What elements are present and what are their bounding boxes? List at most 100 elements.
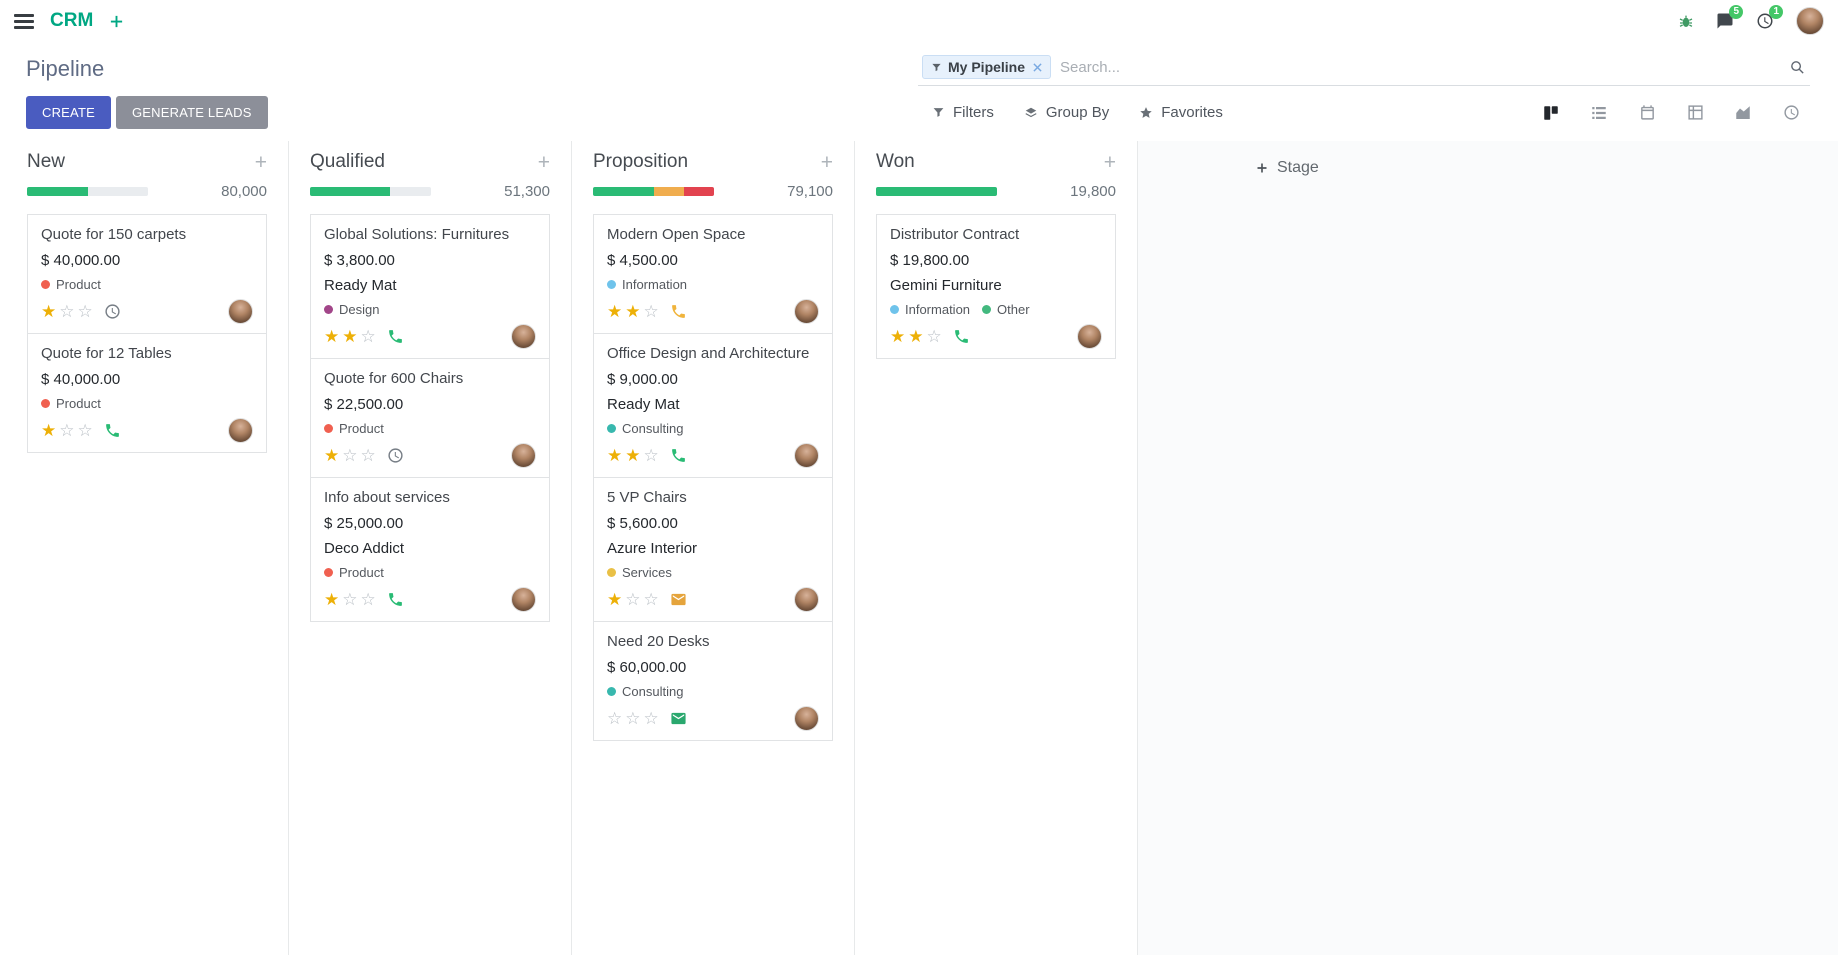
star-icon[interactable]: ★ (41, 421, 57, 440)
kanban-card[interactable]: Quote for 150 carpets $ 40,000.00 Product ★… (27, 214, 267, 334)
star-icon[interactable]: ★ (890, 327, 906, 346)
favorites-menu[interactable]: Favorites (1139, 104, 1223, 121)
priority-stars[interactable]: ★ ☆ ☆ (607, 591, 659, 608)
star-icon[interactable]: ★ (324, 590, 340, 609)
kanban-card[interactable]: Quote for 600 Chairs $ 22,500.00 Product ★ ☆… (310, 358, 550, 478)
view-kanban-button[interactable] (1532, 98, 1570, 128)
activities-button[interactable]: 1 (1756, 5, 1783, 30)
view-pivot-button[interactable] (1676, 98, 1714, 128)
star-icon[interactable]: ☆ (360, 446, 376, 465)
facet-remove-icon[interactable] (1031, 62, 1042, 72)
search-facet[interactable]: My Pipeline (922, 55, 1052, 79)
messages-badge: 5 (1729, 5, 1743, 19)
kanban-card[interactable]: Modern Open Space $ 4,500.00 Information ★ ★… (593, 214, 833, 334)
activity-mail-icon[interactable] (670, 591, 687, 608)
apps-menu-icon[interactable] (14, 12, 34, 31)
star-icon[interactable]: ☆ (59, 302, 75, 321)
star-icon[interactable]: ☆ (360, 590, 376, 609)
column-progressbar[interactable] (27, 187, 148, 196)
create-button[interactable]: CREATE (26, 96, 111, 129)
search-input[interactable] (1060, 58, 1780, 76)
activity-phone-icon[interactable] (387, 328, 404, 345)
view-activity-button[interactable] (1772, 98, 1810, 128)
star-icon[interactable]: ☆ (643, 709, 659, 728)
activity-phone-icon[interactable] (104, 422, 121, 439)
star-icon[interactable]: ★ (625, 302, 641, 321)
progress-segment[interactable] (27, 187, 88, 196)
progress-segment[interactable] (653, 187, 684, 196)
kanban-card[interactable]: Global Solutions: Furnitures $ 3,800.00 Re… (310, 214, 550, 359)
view-list-button[interactable] (1580, 98, 1618, 128)
star-icon[interactable]: ★ (607, 590, 623, 609)
star-icon[interactable]: ★ (324, 327, 340, 346)
star-icon[interactable]: ☆ (360, 327, 376, 346)
star-icon[interactable]: ☆ (625, 590, 641, 609)
priority-stars[interactable]: ★ ☆ ☆ (41, 422, 93, 439)
column-progressbar[interactable] (310, 187, 431, 196)
messages-button[interactable]: 5 (1716, 5, 1743, 30)
group-by-menu[interactable]: Group By (1024, 104, 1109, 121)
debug-button[interactable] (1678, 13, 1694, 29)
star-icon[interactable]: ☆ (607, 709, 623, 728)
star-icon[interactable]: ☆ (77, 421, 93, 440)
kanban-card[interactable]: 5 VP Chairs $ 5,600.00 Azure Interior Servi… (593, 477, 833, 622)
star-icon[interactable]: ★ (324, 446, 340, 465)
star-icon[interactable]: ☆ (643, 302, 659, 321)
kanban-card[interactable]: Office Design and Architecture $ 9,000.00… (593, 333, 833, 478)
progress-segment[interactable] (876, 187, 997, 196)
progress-segment[interactable] (683, 187, 714, 196)
star-icon[interactable]: ★ (908, 327, 924, 346)
activity-phone-icon[interactable] (953, 328, 970, 345)
star-icon[interactable]: ☆ (625, 709, 641, 728)
column-progressbar[interactable] (876, 187, 997, 196)
star-icon[interactable]: ☆ (643, 446, 659, 465)
activity-phone-icon[interactable] (670, 447, 687, 464)
star-icon[interactable]: ☆ (59, 421, 75, 440)
star-icon[interactable]: ★ (625, 446, 641, 465)
column-progress-row: 19,800 (876, 183, 1116, 200)
star-icon[interactable]: ★ (342, 327, 358, 346)
star-icon[interactable]: ★ (607, 302, 623, 321)
column-quick-add-button[interactable]: + (820, 150, 833, 174)
activity-phone-icon[interactable] (670, 303, 687, 320)
priority-stars[interactable]: ★ ★ ☆ (890, 328, 942, 345)
star-icon[interactable]: ☆ (77, 302, 93, 321)
progress-segment[interactable] (310, 187, 390, 196)
column-quick-add-button[interactable]: + (1103, 150, 1116, 174)
user-avatar[interactable] (1796, 7, 1824, 35)
star-icon[interactable]: ★ (607, 446, 623, 465)
kanban-card[interactable]: Distributor Contract $ 19,800.00 Gemini Fu… (876, 214, 1116, 359)
priority-stars[interactable]: ☆ ☆ ☆ (607, 710, 659, 727)
view-calendar-button[interactable] (1628, 98, 1666, 128)
search-icon[interactable] (1789, 59, 1806, 76)
kanban-card[interactable]: Info about services $ 25,000.00 Deco Addic… (310, 477, 550, 622)
priority-stars[interactable]: ★ ★ ☆ (324, 328, 376, 345)
progress-segment[interactable] (593, 187, 654, 196)
kanban-card[interactable]: Need 20 Desks $ 60,000.00 Consulting ☆ ☆ ☆ (593, 621, 833, 741)
priority-stars[interactable]: ★ ★ ☆ (607, 303, 659, 320)
priority-stars[interactable]: ★ ☆ ☆ (41, 303, 93, 320)
activity-clock-icon[interactable] (387, 447, 404, 464)
priority-stars[interactable]: ★ ☆ ☆ (324, 591, 376, 608)
priority-stars[interactable]: ★ ☆ ☆ (324, 447, 376, 464)
filters-menu[interactable]: Filters (932, 104, 994, 121)
add-stage-button[interactable]: Stage (1256, 159, 1319, 177)
quick-add-button[interactable] (109, 14, 124, 29)
column-quick-add-button[interactable]: + (537, 150, 550, 174)
priority-stars[interactable]: ★ ★ ☆ (607, 447, 659, 464)
star-icon[interactable]: ☆ (342, 446, 358, 465)
generate-leads-button[interactable]: GENERATE LEADS (115, 96, 268, 129)
star-icon[interactable]: ☆ (643, 590, 659, 609)
view-graph-button[interactable] (1724, 98, 1762, 128)
activity-clock-icon[interactable] (104, 303, 121, 320)
column-quick-add-button[interactable]: + (254, 150, 267, 174)
card-title: Quote for 150 carpets (41, 226, 187, 243)
column-progressbar[interactable] (593, 187, 714, 196)
activity-mail-icon[interactable] (670, 710, 687, 727)
search-bar[interactable]: My Pipeline (918, 52, 1810, 86)
star-icon[interactable]: ☆ (342, 590, 358, 609)
kanban-card[interactable]: Quote for 12 Tables $ 40,000.00 Product ★ ☆ ☆ (27, 333, 267, 453)
star-icon[interactable]: ☆ (926, 327, 942, 346)
star-icon[interactable]: ★ (41, 302, 57, 321)
activity-phone-icon[interactable] (387, 591, 404, 608)
